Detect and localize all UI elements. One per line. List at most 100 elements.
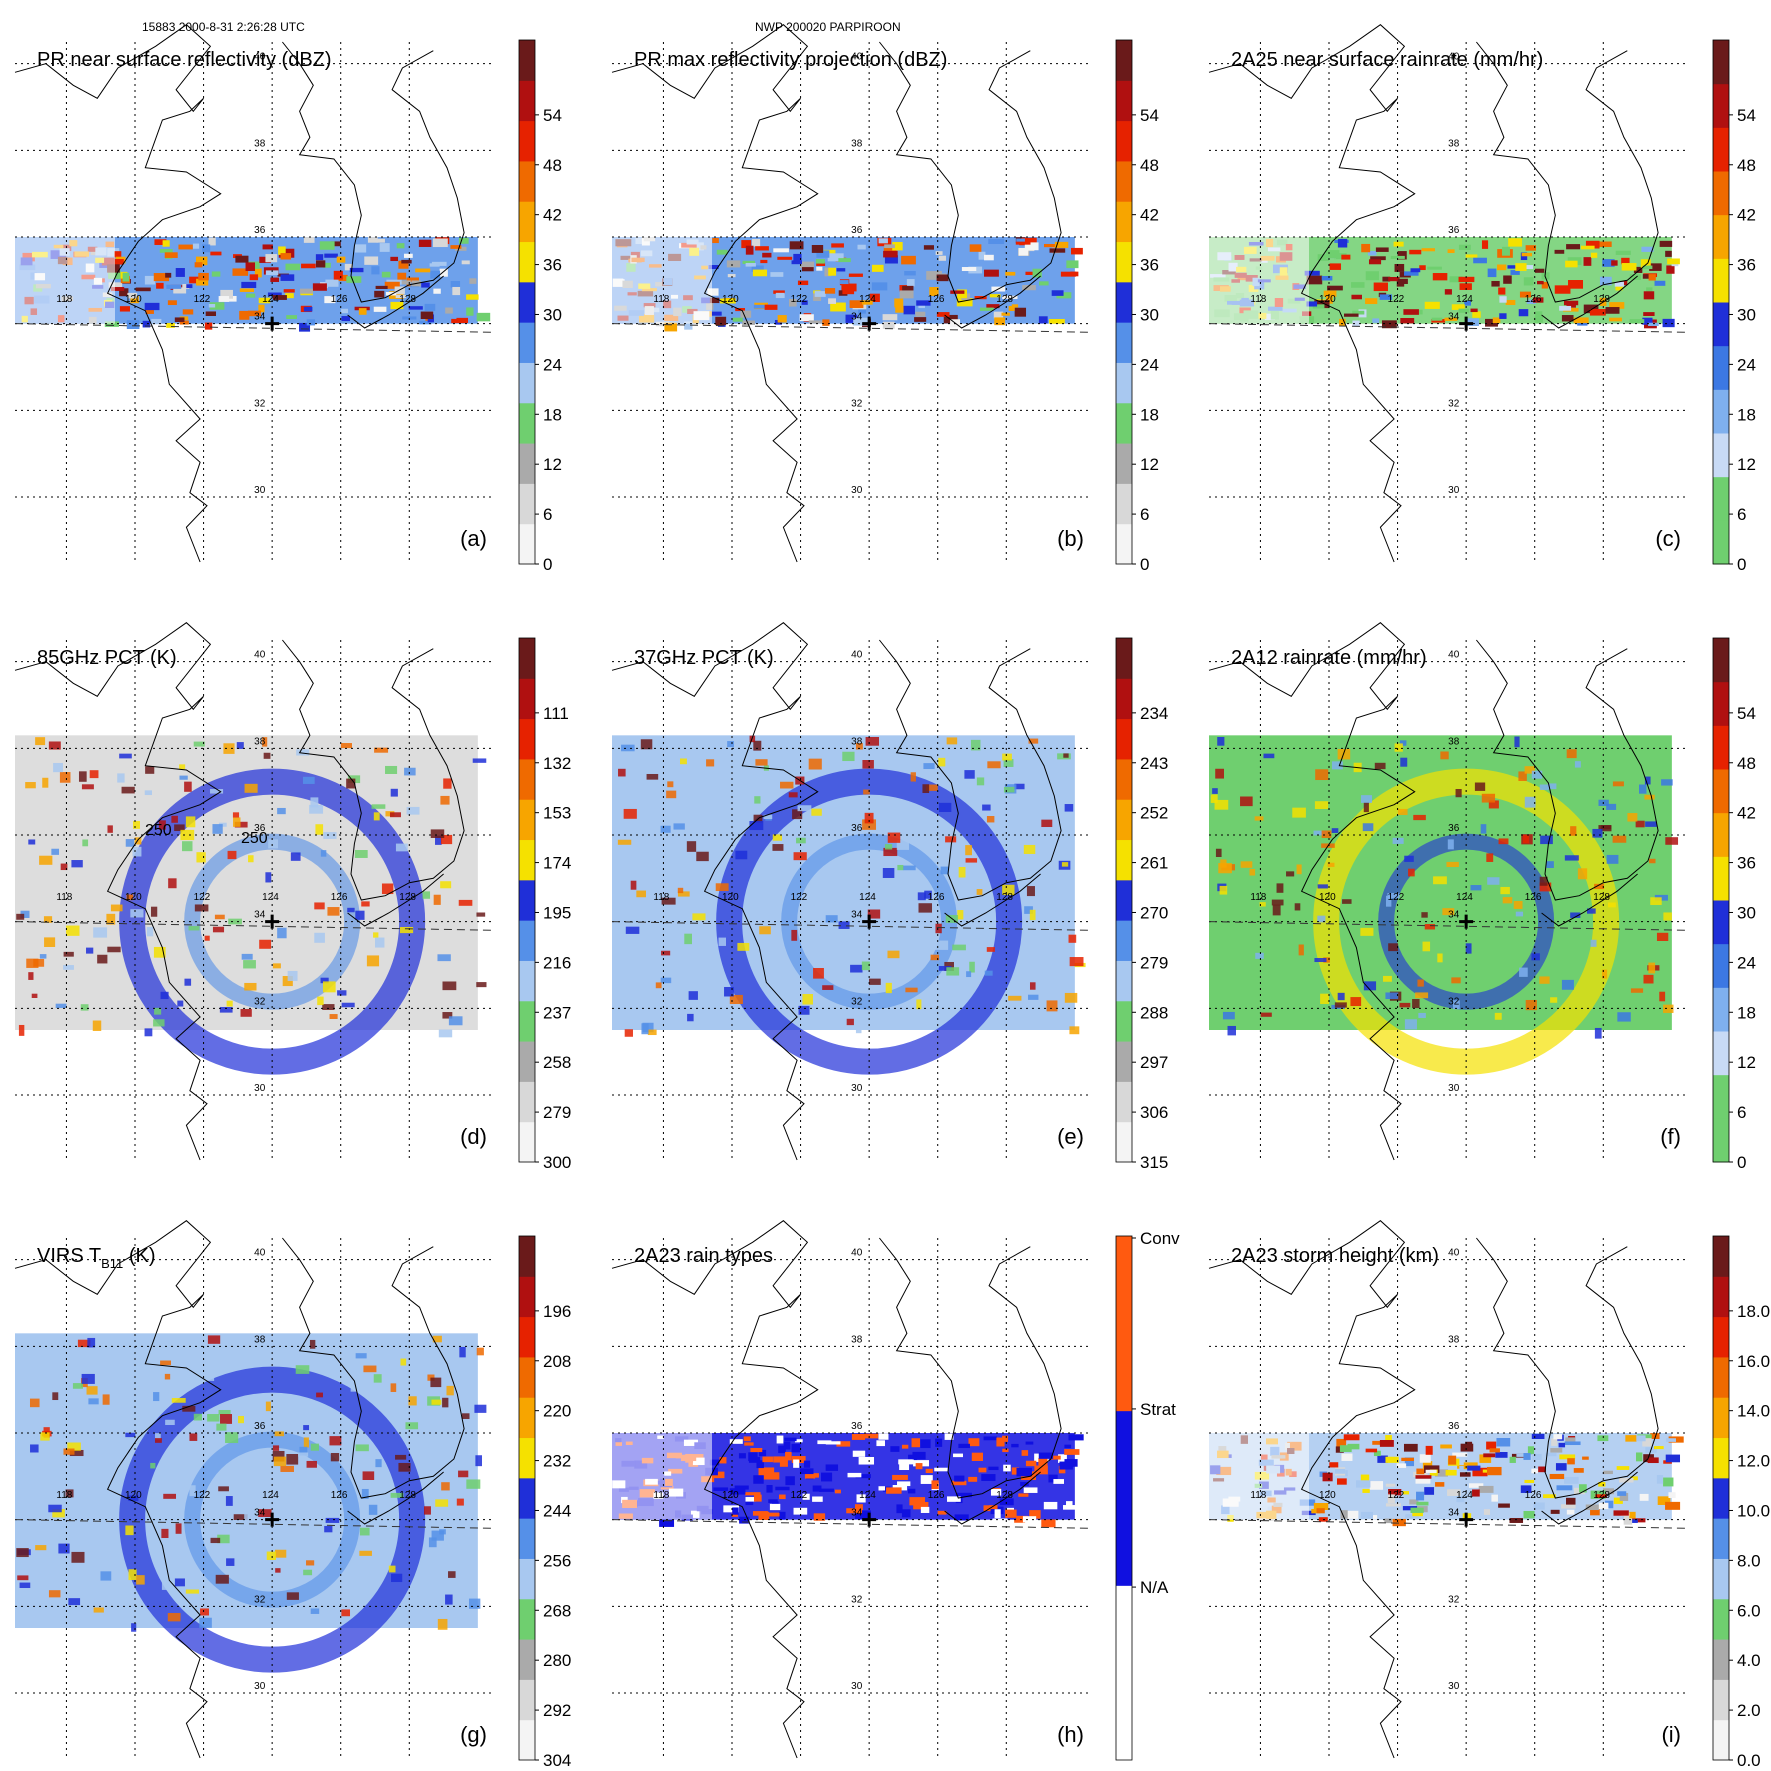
lat-label: 36 xyxy=(1448,1421,1460,1432)
swath-cell xyxy=(1272,904,1281,916)
colorbar-segment xyxy=(1713,476,1729,521)
swath-cell xyxy=(375,285,388,289)
swath-cell xyxy=(655,321,670,327)
colorbar-segment xyxy=(1713,900,1729,945)
swath-cell xyxy=(707,288,719,296)
swath-cell xyxy=(772,844,784,851)
swath-cell xyxy=(395,1454,407,1460)
swath-cell xyxy=(913,1502,929,1510)
swath-cell xyxy=(828,267,837,276)
coastline-korea xyxy=(879,41,1062,303)
swath-cell xyxy=(817,1440,832,1445)
colorbar-label: 6 xyxy=(1737,505,1746,524)
swath-cell xyxy=(1029,909,1036,921)
colorbar-label: 12 xyxy=(1737,455,1756,474)
swath-cell xyxy=(1519,967,1528,977)
colorbar-segment xyxy=(1116,120,1132,162)
swath-cell xyxy=(175,1523,182,1534)
swath-cell xyxy=(936,312,950,317)
swath-cell xyxy=(272,1450,285,1462)
swath-cell xyxy=(399,927,414,934)
swath-cell xyxy=(44,937,56,947)
swath-cell xyxy=(765,1512,780,1517)
swath-cell xyxy=(1049,318,1065,324)
swath-cell xyxy=(354,850,368,858)
swath-cell xyxy=(958,1443,970,1449)
swath-cell xyxy=(726,260,741,268)
swath-cell xyxy=(1559,1454,1576,1460)
swath-cell xyxy=(346,276,362,283)
swath-cell xyxy=(729,1439,743,1444)
colorbar-frame xyxy=(1115,1235,1133,1761)
colorbar-segment xyxy=(1116,483,1132,525)
swath-cell xyxy=(1356,1480,1371,1488)
swath-cell xyxy=(459,1346,466,1358)
swath-cell xyxy=(630,880,637,890)
swath-cell xyxy=(864,812,874,824)
swath-cell xyxy=(1520,252,1528,261)
swath-cell xyxy=(883,250,898,258)
swath-cell xyxy=(216,1423,227,1431)
swath-cell xyxy=(1508,238,1523,247)
swath-cell xyxy=(1649,263,1662,271)
swath-cell xyxy=(375,1459,382,1468)
swath-cell xyxy=(905,987,918,993)
swath-cell xyxy=(1340,1510,1348,1519)
swath-cell xyxy=(154,1438,162,1443)
swath-cell xyxy=(1458,244,1471,250)
swath-cell xyxy=(166,284,182,289)
swath-cell xyxy=(1617,1491,1627,1496)
swath-cell xyxy=(1486,853,1494,862)
colorbar-segment xyxy=(519,241,535,283)
swath-cell xyxy=(918,903,933,913)
swath-cell xyxy=(660,825,671,833)
data-swath xyxy=(612,237,1083,332)
swath-cell xyxy=(917,892,926,901)
swath-cell xyxy=(298,1452,309,1457)
swath-cell xyxy=(182,309,194,315)
lat-label: 30 xyxy=(851,485,863,496)
swath-gap xyxy=(1209,237,1309,324)
swath-cell xyxy=(816,250,830,258)
swath-cell xyxy=(1403,309,1419,315)
colorbar-segment xyxy=(1713,1477,1729,1519)
coastline-korea xyxy=(282,41,465,303)
lon-label: 120 xyxy=(1319,892,1336,903)
swath-cell xyxy=(897,1481,911,1487)
swath-cell xyxy=(1365,271,1379,281)
lon-label: 128 xyxy=(399,1490,416,1501)
swath-cell xyxy=(1561,979,1574,990)
lat-label: 30 xyxy=(1448,1681,1460,1692)
colorbar-segment xyxy=(1713,171,1729,216)
swath-cell xyxy=(329,1436,342,1446)
swath-cell xyxy=(441,1482,450,1491)
lon-label: 118 xyxy=(56,1490,72,1501)
swath-cell xyxy=(935,1438,943,1447)
swath-cell xyxy=(320,850,327,857)
lon-label: 118 xyxy=(653,1490,669,1501)
swath-cell xyxy=(661,950,671,956)
swath-cell xyxy=(791,260,802,265)
swath-cell xyxy=(1021,237,1037,244)
swath-cell xyxy=(1375,247,1389,252)
lon-label: 126 xyxy=(331,892,348,903)
colorbar-segment xyxy=(519,1518,535,1559)
swath-cell xyxy=(884,255,898,264)
colorbar-label: 36 xyxy=(1737,256,1756,275)
swath-cell xyxy=(1633,266,1643,273)
lon-label: 124 xyxy=(262,294,279,305)
colorbar-label: 280 xyxy=(543,1651,571,1670)
swath-cell xyxy=(755,246,769,251)
swath-cell xyxy=(1421,248,1435,252)
lon-label: 120 xyxy=(722,294,739,305)
swath-cell xyxy=(922,784,930,794)
swath-cell xyxy=(126,320,140,330)
swath-cell xyxy=(469,278,477,284)
swath-cell xyxy=(215,1574,229,1584)
swath-cell xyxy=(1483,1509,1491,1515)
swath-cell xyxy=(863,789,870,795)
swath-cell xyxy=(92,1020,102,1031)
swath-cell xyxy=(1554,249,1565,254)
swath-cell xyxy=(52,1392,59,1401)
swath-cell xyxy=(1645,821,1657,827)
